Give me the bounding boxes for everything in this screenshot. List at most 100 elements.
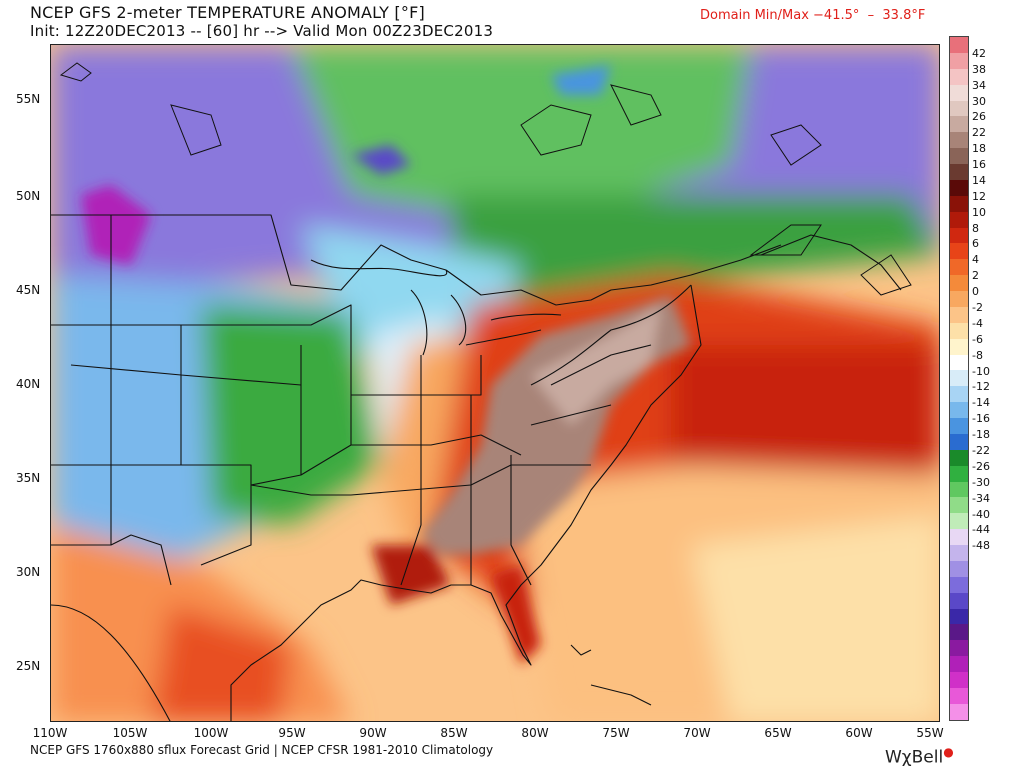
colorbar-label: 38 — [972, 62, 986, 76]
map-title: NCEP GFS 2-meter TEMPERATURE ANOMALY [°F… — [30, 3, 425, 22]
lon-label-75w: 75W — [602, 726, 630, 740]
colorbar-swatch — [950, 449, 968, 466]
colorbar-label: -18 — [972, 428, 990, 442]
colorbar-swatch — [950, 608, 968, 625]
colorbar-label: -44 — [972, 523, 990, 537]
colorbar-swatch — [950, 291, 968, 307]
lat-label-40n: 40N — [16, 377, 41, 391]
colorbar-swatch — [950, 386, 968, 403]
colorbar-label: 12 — [972, 189, 986, 203]
colorbar-swatch — [950, 227, 968, 244]
colorbar-swatch — [950, 687, 968, 704]
colorbar-label: 30 — [972, 94, 986, 108]
lat-label-30n: 30N — [16, 565, 41, 579]
colorbar — [949, 36, 969, 721]
colorbar-swatch — [950, 433, 968, 450]
colorbar-swatch — [950, 640, 968, 657]
lat-label-50n: 50N — [16, 189, 41, 203]
colorbar-swatch — [950, 68, 968, 85]
lat-label-35n: 35N — [16, 471, 41, 485]
colorbar-label: 6 — [972, 237, 979, 251]
colorbar-swatch — [950, 592, 968, 609]
lon-label-60w: 60W — [845, 726, 873, 740]
colorbar-label: -48 — [972, 539, 990, 553]
colorbar-label: -14 — [972, 396, 990, 410]
colorbar-swatch — [950, 243, 968, 260]
colorbar-swatch — [950, 275, 968, 291]
colorbar-label: -4 — [972, 316, 983, 330]
lon-label-80w: 80W — [521, 726, 549, 740]
colorbar-swatch — [950, 164, 968, 180]
lon-label-110w: 110W — [32, 726, 68, 740]
lat-label-25n: 25N — [16, 659, 41, 673]
lat-label-55n: 55N — [16, 92, 41, 106]
colorbar-swatch — [950, 100, 968, 117]
colorbar-label: 26 — [972, 110, 986, 124]
brand-dot-icon: ● — [943, 745, 954, 759]
colorbar-label: -30 — [972, 475, 990, 489]
colorbar-label: 8 — [972, 221, 979, 235]
lon-label-65w: 65W — [764, 726, 792, 740]
colorbar-label: 16 — [972, 158, 986, 172]
colorbar-swatch — [950, 481, 968, 498]
colorbar-swatch — [950, 402, 968, 418]
temperature-anomaly-map — [50, 44, 940, 722]
lon-label-70w: 70W — [683, 726, 711, 740]
colorbar-label: -40 — [972, 507, 990, 521]
colorbar-label: 2 — [972, 269, 979, 283]
brand-text: WχBell — [885, 747, 944, 768]
colorbar-swatch — [950, 529, 968, 545]
colorbar-label: 0 — [972, 285, 979, 299]
colorbar-label: -6 — [972, 332, 983, 346]
colorbar-label: -16 — [972, 412, 990, 426]
colorbar-swatch — [950, 497, 968, 514]
colorbar-swatch — [950, 545, 968, 561]
colorbar-swatch — [950, 338, 968, 355]
colorbar-label: 14 — [972, 173, 986, 187]
colorbar-swatch — [950, 465, 968, 482]
colorbar-label: -2 — [972, 301, 983, 315]
colorbar-label: -8 — [972, 348, 983, 362]
colorbar-swatch — [950, 576, 968, 593]
colorbar-swatch — [950, 560, 968, 577]
init-valid-line: Init: 12Z20DEC2013 -- [60] hr --> Valid … — [30, 22, 494, 40]
colorbar-swatch — [950, 116, 968, 133]
colorbar-label: -22 — [972, 443, 990, 457]
colorbar-label: -34 — [972, 491, 990, 505]
lon-label-100w: 100W — [193, 726, 229, 740]
lon-label-105w: 105W — [112, 726, 148, 740]
colorbar-swatch — [950, 37, 968, 53]
lon-label-90w: 90W — [359, 726, 387, 740]
colorbar-swatch — [950, 703, 968, 720]
domain-minmax: Domain Min/Max −41.5° – 33.8°F — [700, 8, 926, 23]
colorbar-swatch — [950, 672, 968, 688]
colorbar-swatch — [950, 132, 968, 149]
lon-label-55w: 55W — [916, 726, 944, 740]
colorbar-swatch — [950, 179, 968, 196]
colorbar-swatch — [950, 624, 968, 641]
colorbar-label: 42 — [972, 46, 986, 60]
colorbar-swatch — [950, 84, 968, 101]
colorbar-swatch — [950, 259, 968, 276]
colorbar-swatch — [950, 370, 968, 387]
brand-logo: WχBell● — [885, 745, 954, 768]
lon-label-95w: 95W — [278, 726, 306, 740]
colorbar-swatch — [950, 354, 968, 371]
colorbar-swatch — [950, 211, 968, 228]
colorbar-label: 34 — [972, 78, 986, 92]
colorbar-swatch — [950, 306, 968, 323]
colorbar-label: -26 — [972, 459, 990, 473]
colorbar-label: 10 — [972, 205, 986, 219]
lon-label-85w: 85W — [440, 726, 468, 740]
colorbar-label: -10 — [972, 364, 990, 378]
colorbar-label: 18 — [972, 142, 986, 156]
colorbar-swatch — [950, 656, 968, 672]
footer-credit: NCEP GFS 1760x880 sflux Forecast Grid | … — [30, 743, 494, 757]
colorbar-swatch — [950, 418, 968, 434]
colorbar-swatch — [950, 322, 968, 339]
colorbar-label: 22 — [972, 126, 986, 140]
colorbar-label: 4 — [972, 253, 979, 267]
colorbar-swatch — [950, 148, 968, 164]
colorbar-swatch — [950, 513, 968, 530]
colorbar-swatch — [950, 52, 968, 69]
